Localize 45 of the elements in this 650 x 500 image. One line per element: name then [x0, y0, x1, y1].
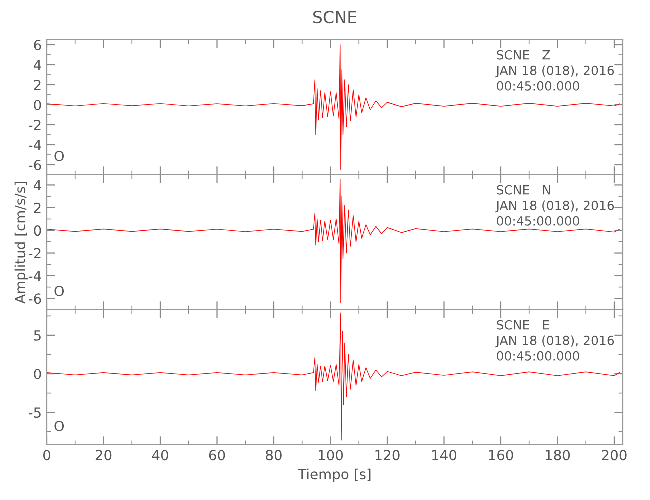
annotation: JAN 18 (018), 2016	[496, 336, 614, 348]
x-tick-label: 200	[602, 450, 627, 461]
y-tick-label: 4	[34, 60, 42, 70]
annotation: 00:45:00.000	[497, 81, 580, 91]
y-tick-label: 6	[34, 40, 42, 50]
x-tick-label: 100	[319, 450, 344, 461]
annotation: SCNE Z	[497, 50, 550, 60]
annotation: O	[54, 286, 64, 296]
y-tick-label: -5	[28, 408, 41, 418]
y-tick-label: -4	[28, 271, 42, 282]
x-tick-label: 160	[489, 450, 514, 461]
y-tick-label: 0	[34, 368, 42, 380]
y-tick-label: 0	[34, 226, 42, 236]
y-tick-label: -2	[28, 120, 41, 130]
x-tick-label: 40	[152, 450, 168, 461]
annotation: O	[54, 150, 64, 162]
annotation: SCNE N	[497, 185, 550, 195]
x-tick-label: 180	[546, 450, 570, 461]
y-tick-label: 4	[34, 180, 42, 190]
y-tick-label: -2	[28, 248, 41, 259]
line-series	[47, 312, 621, 441]
x-tick-label: 120	[376, 450, 400, 461]
annotation: 00:45:00.000	[497, 351, 580, 361]
line-series	[47, 179, 621, 304]
x-tick-label: 60	[209, 450, 226, 461]
annotation: SCNE E	[497, 320, 550, 330]
x-tick-label: 140	[432, 450, 457, 461]
y-tick-label: 2	[34, 202, 41, 214]
line-series	[47, 44, 621, 170]
annotation: 00:45:00.000	[497, 216, 580, 226]
y-tick-label: 0	[34, 100, 42, 110]
y-tick-label: 5	[34, 330, 41, 341]
x-axis-title: Tiempo [s]	[298, 468, 371, 482]
x-tick-label: 80	[266, 450, 282, 461]
x-tick-label: 0	[43, 450, 50, 461]
y-tick-label: -4	[28, 140, 42, 150]
y-axis-title: Amplitud [cm/s/s]	[14, 182, 28, 304]
annotation: JAN 18 (018), 2016	[496, 66, 614, 78]
x-tick-label: 20	[96, 450, 112, 461]
y-tick-label: 2	[34, 80, 41, 90]
chart-title: SCNE	[313, 10, 357, 24]
y-tick-label: -6	[28, 160, 42, 170]
annotation: O	[54, 420, 64, 432]
y-tick-label: -6	[28, 294, 42, 304]
annotation: JAN 18 (018), 2016	[496, 200, 614, 213]
